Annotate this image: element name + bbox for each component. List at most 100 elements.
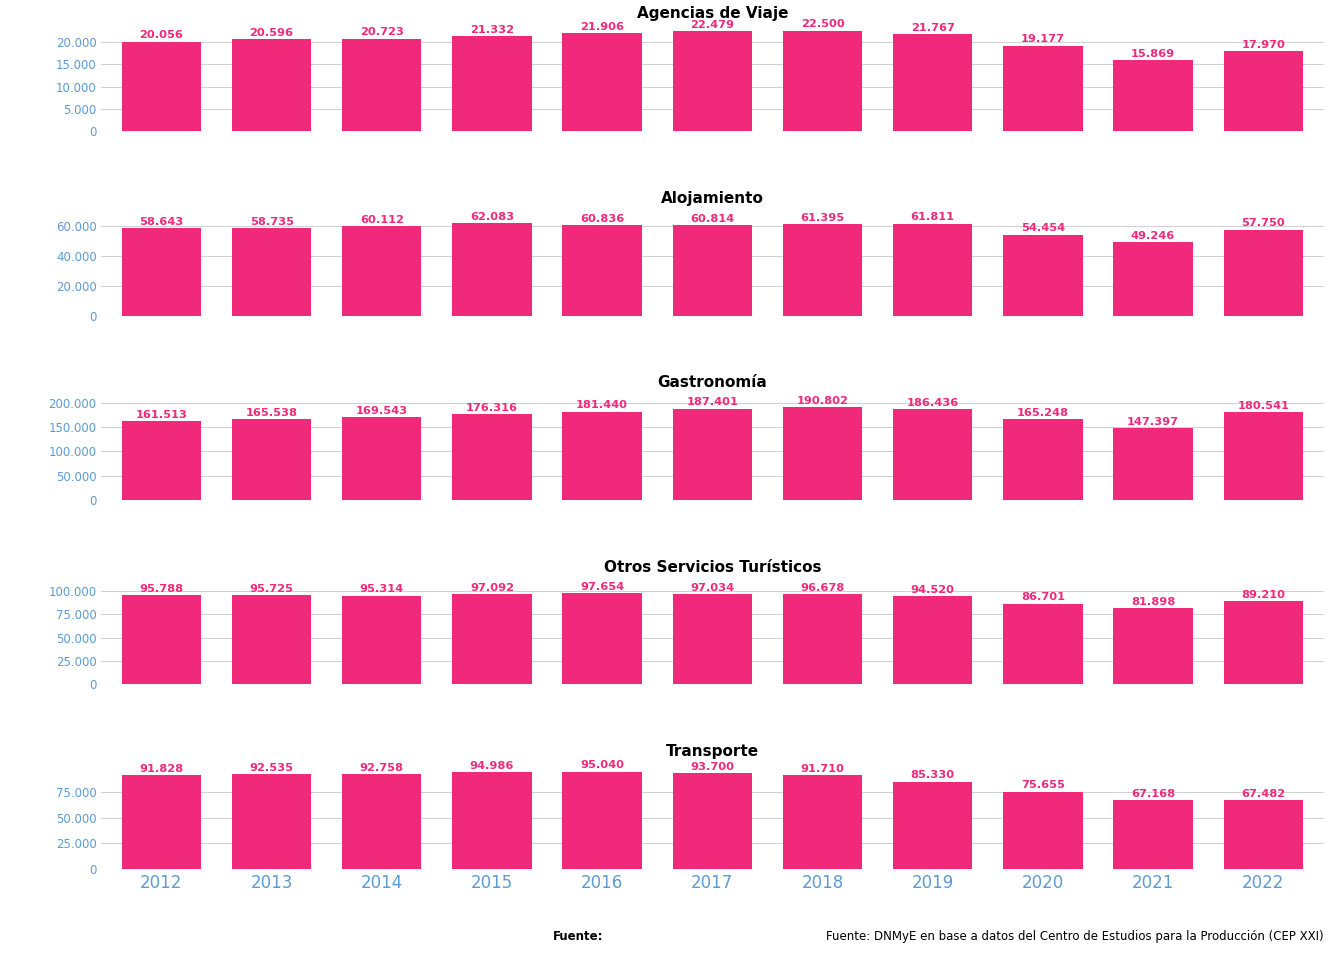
Bar	[1113, 428, 1192, 500]
Bar	[563, 412, 642, 500]
Bar	[563, 772, 642, 869]
Bar	[563, 225, 642, 316]
Text: 165.248: 165.248	[1017, 408, 1068, 419]
Bar	[1003, 792, 1082, 869]
Bar	[563, 34, 642, 132]
Text: 96.678: 96.678	[801, 583, 844, 593]
Bar	[1113, 801, 1192, 869]
Bar	[1003, 604, 1082, 684]
Bar	[782, 31, 862, 132]
Text: 94.986: 94.986	[470, 760, 515, 771]
Text: 97.034: 97.034	[691, 583, 734, 592]
Text: 92.535: 92.535	[250, 763, 293, 773]
Bar	[892, 409, 972, 500]
Bar	[233, 775, 312, 869]
Text: 181.440: 181.440	[577, 400, 628, 410]
Bar	[453, 594, 532, 684]
Text: 61.811: 61.811	[911, 212, 954, 223]
Bar	[453, 36, 532, 132]
Bar	[892, 781, 972, 869]
Text: 190.802: 190.802	[797, 396, 848, 406]
Text: 95.040: 95.040	[581, 760, 624, 771]
Text: 165.538: 165.538	[246, 408, 297, 418]
Text: 62.083: 62.083	[470, 212, 513, 222]
Bar	[1223, 51, 1302, 132]
Text: 176.316: 176.316	[466, 403, 517, 413]
Bar	[1113, 608, 1192, 684]
Bar	[672, 594, 753, 684]
Text: 60.814: 60.814	[691, 214, 734, 224]
Bar	[453, 223, 532, 316]
Bar	[122, 775, 202, 869]
Text: 85.330: 85.330	[911, 770, 954, 780]
Text: 89.210: 89.210	[1242, 590, 1285, 600]
Text: 20.056: 20.056	[140, 31, 183, 40]
Text: 15.869: 15.869	[1132, 49, 1175, 59]
Bar	[233, 228, 312, 316]
Bar	[453, 772, 532, 869]
Bar	[122, 421, 202, 500]
Text: 17.970: 17.970	[1242, 39, 1285, 50]
Text: 54.454: 54.454	[1021, 224, 1064, 233]
Bar	[122, 228, 202, 316]
Bar	[122, 595, 202, 684]
Text: Fuente:: Fuente:	[552, 929, 603, 943]
Bar	[233, 595, 312, 684]
Bar	[672, 225, 753, 316]
Text: 21.767: 21.767	[911, 23, 954, 33]
Text: 186.436: 186.436	[907, 397, 958, 408]
Title: Gastronomía: Gastronomía	[657, 375, 767, 391]
Text: 21.906: 21.906	[581, 22, 624, 32]
Title: Transporte: Transporte	[665, 744, 759, 759]
Text: 180.541: 180.541	[1238, 400, 1289, 411]
Text: 57.750: 57.750	[1242, 218, 1285, 228]
Text: 75.655: 75.655	[1021, 780, 1064, 790]
Text: 67.482: 67.482	[1241, 788, 1285, 799]
Text: 61.395: 61.395	[801, 213, 844, 223]
Bar	[782, 225, 862, 316]
Title: Otros Servicios Turísticos: Otros Servicios Turísticos	[603, 560, 821, 575]
Bar	[343, 227, 422, 316]
Text: 92.758: 92.758	[360, 763, 403, 773]
Bar	[233, 39, 312, 132]
Text: 19.177: 19.177	[1021, 35, 1064, 44]
Text: 20.596: 20.596	[250, 28, 293, 37]
Bar	[672, 773, 753, 869]
Text: 187.401: 187.401	[687, 397, 738, 407]
Bar	[1223, 800, 1302, 869]
Text: 91.828: 91.828	[140, 764, 184, 774]
Bar	[782, 407, 862, 500]
Bar	[782, 775, 862, 869]
Bar	[1003, 234, 1082, 316]
Text: 93.700: 93.700	[691, 762, 734, 772]
Bar	[343, 595, 422, 684]
Text: 95.725: 95.725	[250, 584, 293, 594]
Bar	[343, 774, 422, 869]
Text: 81.898: 81.898	[1130, 597, 1175, 607]
Text: 20.723: 20.723	[360, 27, 403, 37]
Bar	[343, 418, 422, 500]
Bar	[122, 41, 202, 132]
Text: 60.112: 60.112	[360, 215, 403, 225]
Bar	[1223, 601, 1302, 684]
Text: 22.479: 22.479	[691, 19, 734, 30]
Bar	[233, 420, 312, 500]
Bar	[892, 34, 972, 132]
Bar	[1223, 229, 1302, 316]
Text: 21.332: 21.332	[470, 25, 513, 35]
Text: Fuente: DNMyE en base a datos del Centro de Estudios para la Producción (CEP XXI: Fuente: DNMyE en base a datos del Centro…	[827, 929, 1324, 943]
Bar	[1113, 60, 1192, 132]
Title: Agencias de Viaje: Agencias de Viaje	[637, 7, 788, 21]
Title: Alojamiento: Alojamiento	[661, 191, 763, 205]
Text: 97.654: 97.654	[581, 582, 624, 592]
Text: 58.735: 58.735	[250, 217, 293, 227]
Bar	[563, 593, 642, 684]
Text: 161.513: 161.513	[136, 410, 187, 420]
Bar	[892, 224, 972, 316]
Text: 60.836: 60.836	[581, 214, 624, 224]
Text: 94.520: 94.520	[911, 585, 954, 595]
Text: 49.246: 49.246	[1130, 231, 1175, 241]
Bar	[1223, 412, 1302, 500]
Bar	[892, 596, 972, 684]
Text: 169.543: 169.543	[356, 406, 407, 416]
